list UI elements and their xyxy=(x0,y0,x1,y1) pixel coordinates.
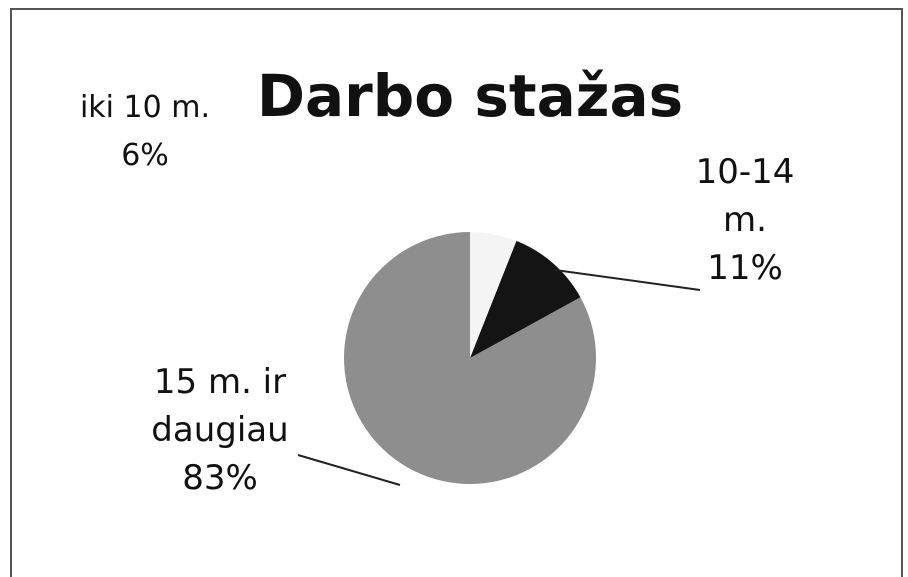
value-label: 11% xyxy=(707,248,783,288)
slice-label: 15 m. ir daugiau 83% xyxy=(140,358,300,502)
slice-label: 10-14 m. 11% xyxy=(690,148,800,292)
value-label: 83% xyxy=(182,458,258,498)
leader-line xyxy=(554,269,701,291)
slice-label: iki 10 m. 6% xyxy=(40,84,250,180)
value-label: 6% xyxy=(121,138,169,173)
leader-line xyxy=(297,454,401,486)
category-label: iki 10 m. xyxy=(79,90,211,125)
chart-frame xyxy=(10,8,903,577)
pie-slice xyxy=(343,232,596,485)
pie-slice xyxy=(470,232,517,358)
category-label: 15 m. ir daugiau xyxy=(151,362,289,450)
pie-slice xyxy=(470,240,581,358)
category-label: 10-14 m. xyxy=(695,152,795,240)
chart-title: Darbo stažas xyxy=(256,62,684,130)
